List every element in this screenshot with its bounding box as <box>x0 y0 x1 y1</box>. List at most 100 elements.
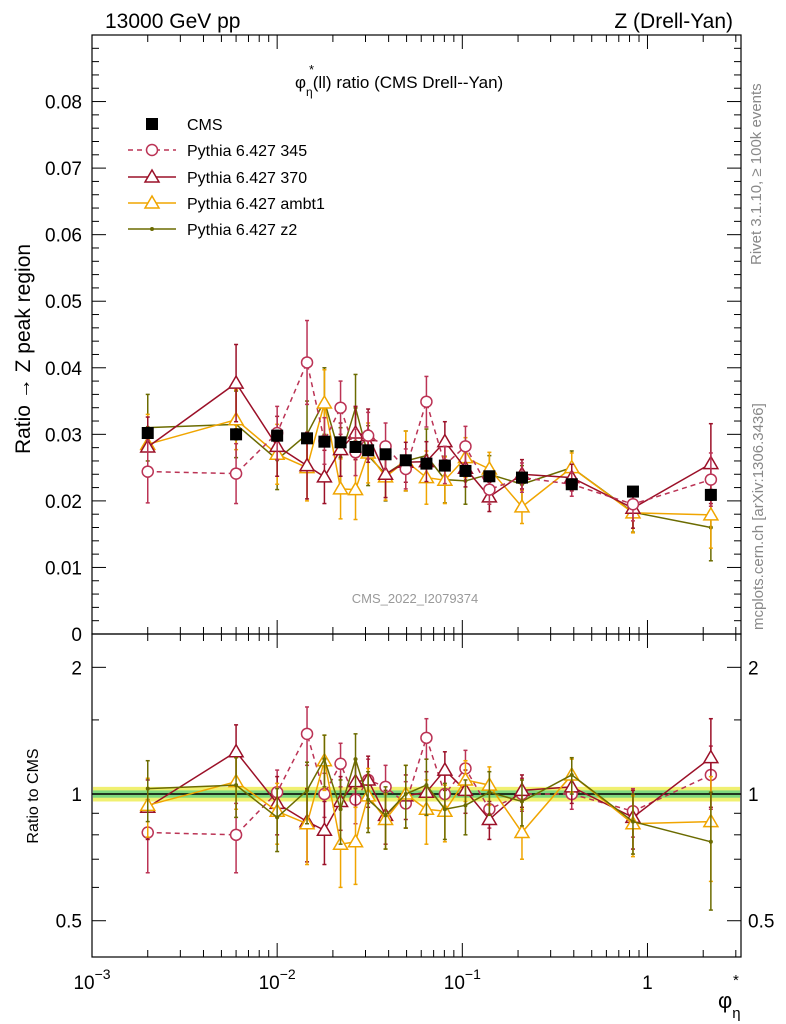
ratio-y-axis-label: Ratio to CMS <box>25 748 42 843</box>
y-tick-label: 0.07 <box>45 159 82 180</box>
main-plot: 0 0.01 0.02 0.03 0.04 0.05 0.06 0.07 0.08 <box>45 34 742 646</box>
legend-marker <box>143 194 161 209</box>
legend-label: Pythia 6.427 z2 <box>187 222 297 239</box>
ratio-y-tick-label: 2 <box>71 658 82 679</box>
data-point <box>227 374 245 389</box>
ratio-series-line <box>147 731 712 836</box>
data-point <box>702 506 720 521</box>
data-point <box>316 468 333 483</box>
y-tick-label: 0.01 <box>45 558 82 579</box>
ratio-data-point <box>227 743 245 758</box>
legend-item: Pythia 6.427 370 <box>128 168 307 187</box>
data-point <box>459 440 472 453</box>
y-tick-label: 0.08 <box>45 93 82 114</box>
main-y-axis-label: Ratio → Z peak region <box>12 244 35 454</box>
data-point <box>626 497 640 511</box>
ratio-data-point <box>442 807 447 812</box>
legend-item: CMS <box>146 117 223 134</box>
legend-marker <box>145 143 159 157</box>
y-tick-label: 0.03 <box>45 425 82 446</box>
data-point <box>483 483 496 496</box>
data-point <box>229 467 243 480</box>
data-point <box>704 473 718 486</box>
data-point <box>420 395 433 408</box>
ratio-data-point <box>630 819 635 824</box>
data-point <box>515 471 528 484</box>
data-point <box>316 394 333 409</box>
legend-label: Pythia 6.427 ambt1 <box>187 196 325 213</box>
legend-marker <box>146 118 158 130</box>
ratio-data-point <box>234 783 239 788</box>
ratio-data-point <box>353 757 358 762</box>
ratio-data-point <box>481 810 498 826</box>
data-point <box>332 480 349 495</box>
y-tick-label: 0.05 <box>45 292 82 313</box>
ratio-y-tick-label-right: 2 <box>748 658 759 679</box>
ratio-data-point <box>229 828 243 842</box>
ratio-data-point <box>702 749 720 764</box>
data-point <box>301 432 314 445</box>
mcplots-label: mcplots.cern.ch [arXiv:1306.3436] <box>750 403 767 630</box>
data-point <box>361 429 375 442</box>
data-point <box>300 356 314 369</box>
header-process: Z (Drell-Yan) <box>614 10 733 33</box>
ratio-data-point <box>275 815 280 820</box>
data-point <box>349 440 362 453</box>
plot-title-star: * <box>309 62 314 77</box>
legend-label: Pythia 6.427 370 <box>187 170 307 187</box>
ratio-data-point <box>708 839 713 844</box>
ratio-data-point <box>436 761 454 776</box>
data-point <box>377 465 394 481</box>
ratio-series-4 <box>145 733 713 911</box>
ratio-y-tick-label: 0.5 <box>56 912 82 933</box>
data-point <box>704 488 717 501</box>
data-point <box>298 457 316 472</box>
ratio-data-point <box>513 824 531 839</box>
legend-item: Pythia 6.427 345 <box>128 143 307 160</box>
y-tick-label: 0 <box>71 625 82 646</box>
data-point <box>271 429 284 442</box>
ratio-data-point <box>569 772 574 777</box>
plot-title: φη(ll) ratio (CMS Drell--Yan) <box>295 73 503 99</box>
analysis-watermark: CMS_2022_I2079374 <box>352 591 479 606</box>
ratio-series-line <box>147 760 711 846</box>
data-point <box>420 457 433 470</box>
legend-item: Pythia 6.427 z2 <box>128 222 297 239</box>
data-point <box>141 427 154 440</box>
ratio-plot: 0.5 0.5 1 1 2 2 <box>56 633 774 958</box>
data-point <box>565 478 578 491</box>
ratio-data-point <box>338 807 343 812</box>
data-point <box>438 459 451 472</box>
data-point <box>483 470 496 483</box>
data-point <box>379 448 392 461</box>
ratio-data-point <box>145 786 150 791</box>
series-cms <box>141 426 717 501</box>
data-point <box>513 498 531 513</box>
data-point <box>362 444 375 457</box>
legend-marker <box>150 227 154 231</box>
ratio-data-point <box>420 731 433 745</box>
series-line <box>147 359 712 506</box>
y-tick-label: 0.02 <box>45 492 82 513</box>
ratio-data-point <box>316 821 333 837</box>
legend-label: Pythia 6.427 345 <box>187 143 307 160</box>
ratio-data-point <box>519 799 524 804</box>
data-point <box>459 464 472 477</box>
ratio-data-point <box>424 783 429 788</box>
data-point <box>334 401 347 414</box>
x-axis: 10−3 10−2 10−1 1 <box>73 35 737 994</box>
series-line <box>147 382 712 510</box>
y-tick-label: 0.04 <box>45 359 82 380</box>
data-point <box>347 481 364 496</box>
ratio-data-point <box>383 813 388 818</box>
x-axis-label: φη <box>718 988 741 1022</box>
ratio-data-point <box>322 757 327 762</box>
ratio-y-tick-label: 1 <box>71 785 82 806</box>
x-axis-label-star: * <box>733 972 739 989</box>
data-point <box>399 454 412 467</box>
data-point <box>334 436 347 449</box>
x-tick-label: 10−3 <box>73 966 110 994</box>
data-point <box>318 435 331 448</box>
